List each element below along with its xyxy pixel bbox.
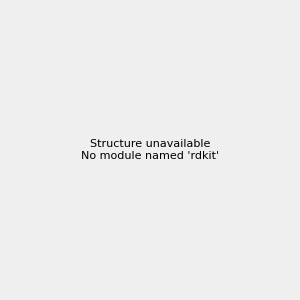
Text: Structure unavailable
No module named 'rdkit': Structure unavailable No module named 'r…	[81, 139, 219, 161]
